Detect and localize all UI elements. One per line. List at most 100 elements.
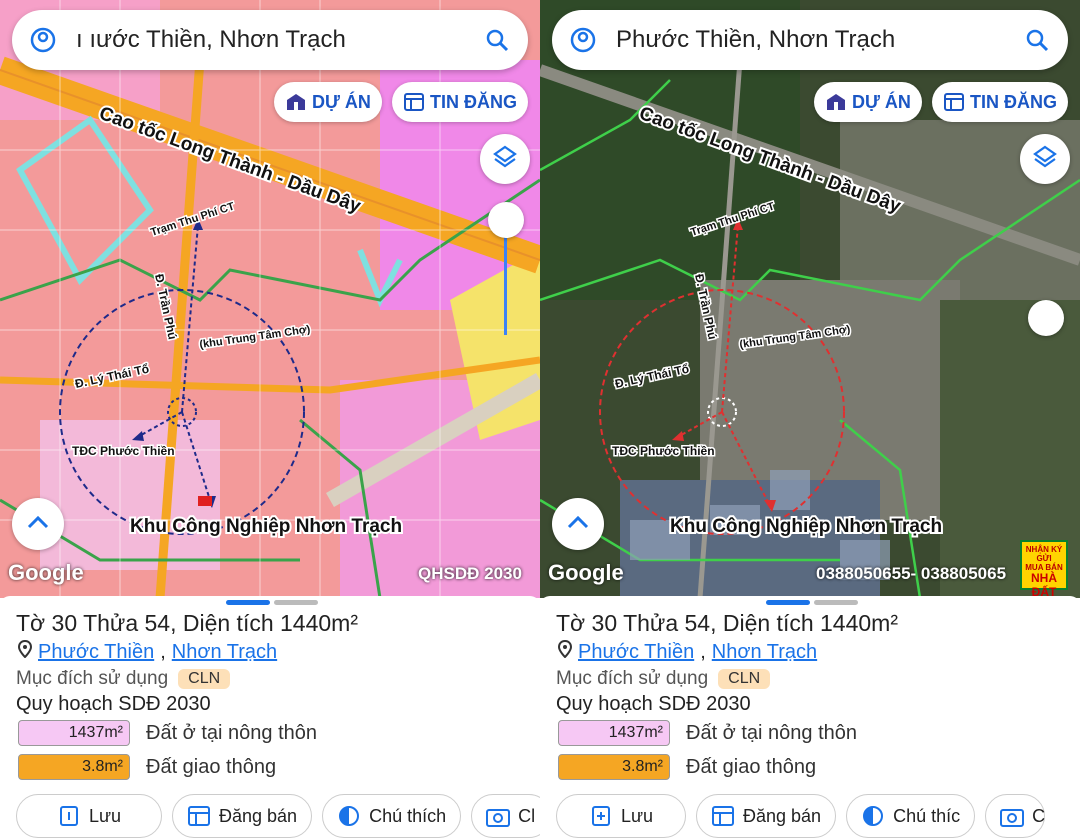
- du-an-button[interactable]: DỰ ÁN: [814, 82, 922, 122]
- pager-dot-active[interactable]: [226, 600, 270, 605]
- action-bar: Lưu Đăng bán Chú thíc C: [556, 794, 1046, 838]
- listing-icon: [711, 804, 735, 828]
- search-query[interactable]: Phước Thiền, Nhơn Trạch: [616, 26, 896, 53]
- camera-button[interactable]: C: [985, 794, 1046, 838]
- purpose-label: Mục đích sử dụng: [16, 668, 169, 689]
- map-caption: QHSDĐ 2030: [418, 564, 522, 583]
- parcel-address: Phước Thiền, Nhơn Trạch: [17, 639, 278, 664]
- account-icon[interactable]: [28, 25, 58, 55]
- right-panel: Cao tốc Long Thành - Dầu Dây Trạm Thu Ph…: [540, 0, 1080, 840]
- ad-badge[interactable]: NHẬN KÝ GỬI MUA BÁN NHÀ ĐẤT: [1020, 540, 1068, 598]
- chevron-up-icon: [567, 515, 589, 534]
- search-icon[interactable]: [1022, 25, 1052, 55]
- left-panel: Cao tốc Long Thành - Dầu Dây Trạm Thu Ph…: [0, 0, 540, 840]
- map-labels: Cao tốc Long Thành - Dầu Dây Trạm Thu Ph…: [611, 101, 945, 539]
- post-sale-label: Đăng bán: [219, 805, 298, 826]
- camera-label: Cl: [518, 805, 536, 826]
- building-icon: [826, 91, 846, 113]
- purpose-row: Mục đích sử dụng CLN: [16, 668, 231, 690]
- contrast-icon: [861, 804, 885, 828]
- listing-icon: [404, 91, 424, 113]
- tin-dang-label: TIN ĐĂNG: [430, 91, 517, 112]
- sheet-pager: [226, 600, 318, 605]
- ad-line2: MUA BÁN: [1025, 562, 1063, 572]
- pager-dot[interactable]: [814, 600, 858, 605]
- address-separator: ,: [160, 640, 166, 663]
- expand-button[interactable]: [552, 498, 604, 550]
- post-sale-label: Đăng bán: [743, 805, 822, 826]
- search-bar[interactable]: Phước Thiền, Nhơn Trạch: [552, 10, 1068, 70]
- zoning-map[interactable]: Cao tốc Long Thành - Dầu Dây Trạm Thu Ph…: [0, 0, 540, 598]
- district-link[interactable]: Nhơn Trạch: [711, 640, 818, 663]
- land-use-label: Đất giao thông: [146, 755, 277, 778]
- tin-dang-button[interactable]: TIN ĐĂNG: [932, 82, 1068, 122]
- opacity-slider-thumb[interactable]: [488, 202, 524, 238]
- post-sale-button[interactable]: Đăng bán: [696, 794, 837, 838]
- search-icon[interactable]: [482, 25, 512, 55]
- tin-dang-button[interactable]: TIN ĐĂNG: [392, 82, 528, 122]
- land-use-label: Đất ở tại nông thôn: [146, 721, 318, 744]
- opacity-slider-thumb[interactable]: [1028, 300, 1064, 336]
- google-logo: Google: [548, 560, 624, 585]
- ward-link[interactable]: Phước Thiền: [578, 640, 695, 663]
- google-logo: Google: [8, 560, 84, 585]
- expand-button[interactable]: [12, 498, 64, 550]
- save-icon: [57, 804, 81, 828]
- district-link[interactable]: Nhơn Trạch: [171, 640, 278, 663]
- purpose-code-badge: CLN: [178, 669, 231, 689]
- ward-link[interactable]: Phước Thiền: [38, 640, 155, 663]
- market-label: (khu Trung Tâm Chợ): [739, 323, 852, 350]
- camera-icon: [1000, 804, 1025, 828]
- purpose-code-badge: CLN: [718, 669, 771, 689]
- location-pin-icon: [557, 639, 573, 664]
- du-an-label: DỰ ÁN: [312, 91, 371, 112]
- add-note-icon: [589, 804, 613, 828]
- camera-label: C: [1032, 805, 1046, 826]
- tdc-label: TĐC Phước Thiền: [612, 444, 715, 458]
- listing-icon: [187, 804, 211, 828]
- post-sale-button[interactable]: Đăng bán: [172, 794, 313, 838]
- contrast-icon: [337, 804, 361, 828]
- ad-line3: NHÀ ĐẤT: [1031, 571, 1057, 599]
- search-query[interactable]: ı ıước Thiền, Nhơn Trạch: [76, 26, 346, 53]
- satellite-map[interactable]: Cao tốc Long Thành - Dầu Dây Trạm Thu Ph…: [540, 0, 1080, 598]
- search-bar[interactable]: ı ıước Thiền, Nhơn Trạch: [12, 10, 528, 70]
- camera-button[interactable]: Cl: [471, 794, 540, 838]
- account-icon[interactable]: [568, 25, 598, 55]
- purpose-row: Mục đích sử dụng CLN: [556, 668, 771, 690]
- opacity-slider-track[interactable]: [504, 220, 507, 335]
- toll-label: Trạm Thu Phí CT: [689, 200, 776, 239]
- du-an-label: DỰ ÁN: [852, 91, 911, 112]
- tranphu-label: Đ. Trần Phú: [692, 273, 720, 341]
- ad-line1: NHẬN KÝ GỬI: [1025, 545, 1063, 563]
- land-use-row: 1437m² Đất ở tại nông thôn: [18, 720, 317, 746]
- du-an-button[interactable]: DỰ ÁN: [274, 82, 382, 122]
- plan-heading: Quy hoạch SDĐ 2030: [556, 693, 751, 715]
- map-caption: 0388050655- 038805065: [816, 564, 1007, 583]
- legend-button[interactable]: Chú thíc: [846, 794, 976, 838]
- building-icon: [286, 91, 306, 113]
- legend-button[interactable]: Chú thích: [322, 794, 462, 838]
- parcel-title: Tờ 30 Thửa 54, Diện tích 1440m²: [16, 610, 359, 636]
- toll-label: Trạm Thu Phí CT: [149, 200, 236, 239]
- layers-icon: [492, 144, 518, 175]
- land-use-area: 1437m²: [18, 720, 130, 746]
- pager-dot-active[interactable]: [766, 600, 810, 605]
- land-use-area: 3.8m²: [558, 754, 670, 780]
- land-use-area: 3.8m²: [18, 754, 130, 780]
- land-use-row: 3.8m² Đất giao thông: [558, 754, 816, 780]
- land-use-row: 3.8m² Đất giao thông: [18, 754, 276, 780]
- save-button[interactable]: Lưu: [16, 794, 162, 838]
- save-button[interactable]: Lưu: [556, 794, 686, 838]
- land-use-label: Đất giao thông: [686, 755, 817, 778]
- tin-dang-label: TIN ĐĂNG: [970, 91, 1057, 112]
- layers-button[interactable]: [1020, 134, 1070, 184]
- parcel-sheet: Tờ 30 Thửa 54, Diện tích 1440m² Phước Th…: [540, 596, 1080, 840]
- chevron-up-icon: [27, 515, 49, 534]
- layers-button[interactable]: [480, 134, 530, 184]
- pager-dot[interactable]: [274, 600, 318, 605]
- parcel-title: Tờ 30 Thửa 54, Diện tích 1440m²: [556, 610, 899, 636]
- layers-icon: [1032, 144, 1058, 175]
- parcel-address: Phước Thiền, Nhơn Trạch: [557, 639, 818, 664]
- land-use-row: 1437m² Đất ở tại nông thôn: [558, 720, 857, 746]
